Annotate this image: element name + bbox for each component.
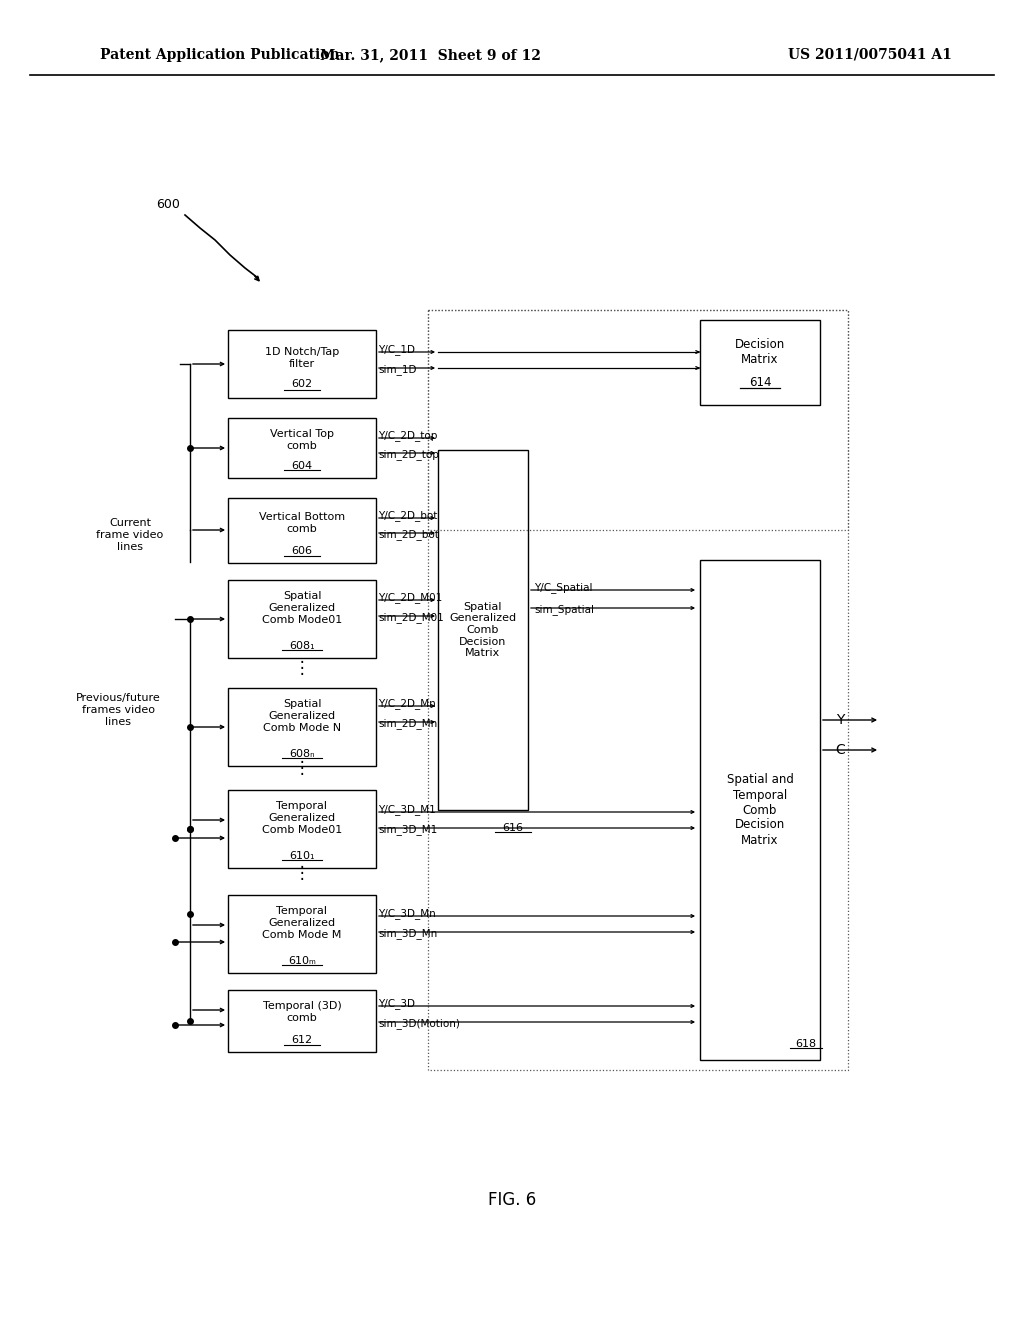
- Bar: [438, 450, 528, 810]
- Bar: [228, 579, 376, 657]
- Text: sim_2D_Mn: sim_2D_Mn: [378, 718, 437, 730]
- Text: Spatial
Generalized
Comb Mode01: Spatial Generalized Comb Mode01: [262, 591, 342, 624]
- Text: sim_1D: sim_1D: [378, 364, 417, 375]
- Text: Spatial
Generalized
Comb
Decision
Matrix: Spatial Generalized Comb Decision Matrix: [450, 602, 516, 659]
- Text: 600: 600: [156, 198, 180, 211]
- Text: sim_2D_top: sim_2D_top: [378, 450, 439, 461]
- Text: 616: 616: [503, 822, 523, 833]
- Bar: [428, 310, 848, 531]
- Text: Y/C_3D_Mn: Y/C_3D_Mn: [378, 908, 436, 920]
- Text: C: C: [836, 743, 845, 756]
- Text: sim_2D_M01: sim_2D_M01: [378, 612, 443, 623]
- Text: Temporal (3D)
comb: Temporal (3D) comb: [262, 1001, 341, 1023]
- Text: Y/C_2D_M01: Y/C_2D_M01: [378, 593, 442, 603]
- Text: Y/C_2D_Mn: Y/C_2D_Mn: [378, 698, 436, 709]
- Text: sim_3D(Motion): sim_3D(Motion): [378, 1019, 460, 1030]
- Text: Vertical Bottom
comb: Vertical Bottom comb: [259, 512, 345, 533]
- Bar: [228, 688, 376, 766]
- Text: Mar. 31, 2011  Sheet 9 of 12: Mar. 31, 2011 Sheet 9 of 12: [319, 48, 541, 62]
- Text: Temporal
Generalized
Comb Mode M: Temporal Generalized Comb Mode M: [262, 907, 342, 940]
- Text: 602: 602: [292, 379, 312, 389]
- Text: 614: 614: [749, 375, 771, 388]
- Text: Y/C_2D_top: Y/C_2D_top: [378, 430, 437, 441]
- Bar: [700, 319, 820, 405]
- Bar: [228, 330, 376, 399]
- Text: sim_3D_Mn: sim_3D_Mn: [378, 928, 437, 940]
- Text: Previous/future
frames video
lines: Previous/future frames video lines: [76, 693, 161, 726]
- Text: Y: Y: [836, 713, 844, 727]
- Text: Decision
Matrix: Decision Matrix: [735, 338, 785, 366]
- Bar: [428, 310, 848, 1071]
- Text: ⋮: ⋮: [294, 659, 310, 677]
- Text: Y/C_1D: Y/C_1D: [378, 345, 415, 355]
- Text: 608ₙ: 608ₙ: [289, 748, 314, 759]
- Text: 612: 612: [292, 1035, 312, 1045]
- Bar: [700, 560, 820, 1060]
- Text: Patent Application Publication: Patent Application Publication: [100, 48, 340, 62]
- Text: 608₁: 608₁: [289, 642, 314, 651]
- Text: ⋮: ⋮: [294, 865, 310, 882]
- Bar: [228, 990, 376, 1052]
- Text: 606: 606: [292, 546, 312, 556]
- Text: ⋮: ⋮: [294, 759, 310, 777]
- Text: Vertical Top
comb: Vertical Top comb: [270, 429, 334, 451]
- Text: Temporal
Generalized
Comb Mode01: Temporal Generalized Comb Mode01: [262, 801, 342, 834]
- Text: Y/C_3D_M1: Y/C_3D_M1: [378, 805, 436, 816]
- Bar: [228, 498, 376, 564]
- Text: sim_2D_bot: sim_2D_bot: [378, 529, 439, 540]
- Bar: [228, 418, 376, 478]
- Text: 618: 618: [796, 1039, 816, 1049]
- Text: 610₁: 610₁: [289, 851, 314, 861]
- Text: Current
frame video
lines: Current frame video lines: [96, 519, 164, 552]
- Text: FIG. 6: FIG. 6: [487, 1191, 537, 1209]
- Text: Y/C_3D: Y/C_3D: [378, 998, 415, 1010]
- Text: Spatial
Generalized
Comb Mode N: Spatial Generalized Comb Mode N: [263, 700, 341, 733]
- Text: 610ₘ: 610ₘ: [288, 956, 316, 966]
- Text: Y/C_2D_bot: Y/C_2D_bot: [378, 511, 437, 521]
- Text: Spatial and
Temporal
Comb
Decision
Matrix: Spatial and Temporal Comb Decision Matri…: [727, 774, 794, 846]
- Text: sim_3D_M1: sim_3D_M1: [378, 825, 437, 836]
- Bar: [228, 895, 376, 973]
- Text: 1D Notch/Tap
filter: 1D Notch/Tap filter: [265, 347, 339, 368]
- Text: 604: 604: [292, 461, 312, 471]
- Bar: [228, 789, 376, 869]
- Text: US 2011/0075041 A1: US 2011/0075041 A1: [788, 48, 952, 62]
- Text: Y/C_Spatial: Y/C_Spatial: [534, 582, 593, 594]
- Text: sim_Spatial: sim_Spatial: [534, 605, 594, 615]
